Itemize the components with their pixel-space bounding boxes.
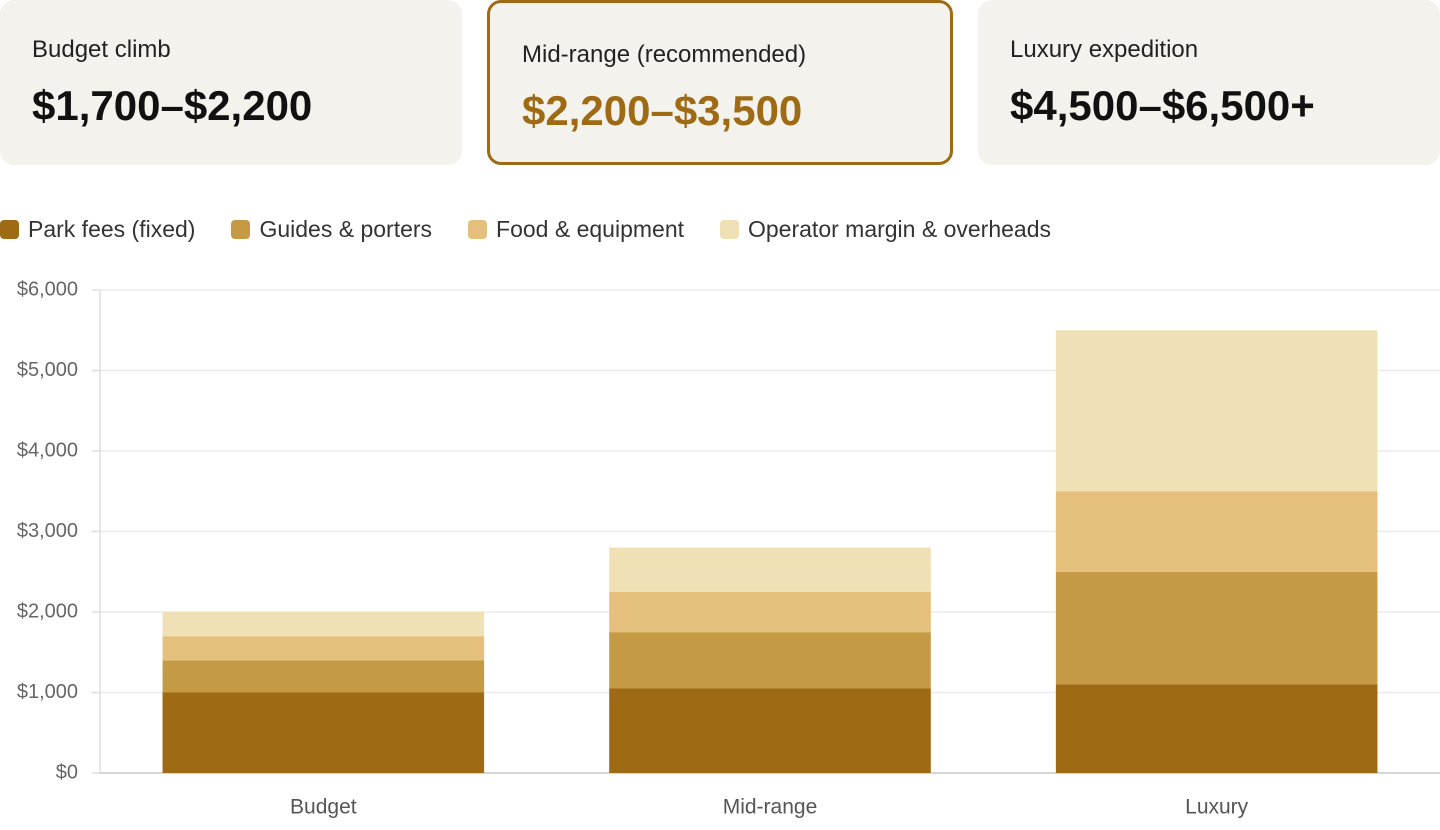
legend-item: Guides & porters: [231, 216, 432, 243]
x-tick-label: Luxury: [1185, 796, 1249, 819]
y-tick-label: $2,000: [17, 600, 78, 622]
y-tick-label: $4,000: [17, 439, 78, 461]
card-value: $4,500–$6,500+: [1010, 82, 1315, 129]
bar-segment: [162, 660, 485, 693]
legend: Park fees (fixed) Guides & porters Food & …: [0, 216, 1051, 243]
legend-label: Park fees (fixed): [28, 216, 196, 242]
card-value: $2,200–$3,500: [522, 87, 803, 134]
bar-segment: [162, 612, 485, 637]
legend-swatch: [0, 220, 19, 239]
legend-swatch: [720, 220, 739, 239]
bar-segment: [1055, 491, 1378, 572]
legend-item: Park fees (fixed): [0, 216, 195, 243]
legend-label: Operator margin & overheads: [748, 216, 1051, 242]
x-tick-label: Mid-range: [723, 796, 818, 819]
y-tick-label: $1,000: [17, 681, 78, 703]
bar-segment: [162, 636, 485, 661]
bar-segment: [609, 591, 931, 633]
mid-range-card: Mid-range (recommended) $2,200–$3,500: [487, 0, 953, 165]
x-tick-label: Budget: [290, 796, 357, 819]
card-label: Budget climb: [32, 36, 171, 63]
bar-segment: [609, 547, 931, 592]
y-tick-label: $0: [56, 761, 78, 783]
budget-card: Budget climb $1,700–$2,200: [0, 0, 462, 165]
card-value: $1,700–$2,200: [32, 82, 313, 129]
legend-label: Food & equipment: [496, 216, 684, 242]
card-label: Luxury expedition: [1010, 36, 1199, 63]
y-tick-label: $3,000: [17, 520, 78, 542]
bar-segment: [609, 688, 931, 773]
legend-swatch: [231, 220, 251, 239]
y-tick-label: $5,000: [17, 359, 78, 381]
bar-segment: [162, 692, 485, 773]
bar-segment: [1055, 571, 1378, 685]
card-label: Mid-range (recommended): [522, 41, 807, 68]
bar-segment: [609, 632, 931, 689]
legend-label: Guides & porters: [259, 216, 433, 242]
luxury-card: Luxury expedition $4,500–$6,500+: [978, 0, 1440, 165]
legend-item: Food & equipment: [468, 216, 684, 243]
bar-segment: [1055, 330, 1378, 492]
legend-item: Operator margin & overheads: [720, 216, 1051, 243]
bar-segment: [1055, 684, 1378, 773]
legend-swatch: [468, 220, 488, 239]
y-tick-label: $6,000: [17, 278, 78, 300]
